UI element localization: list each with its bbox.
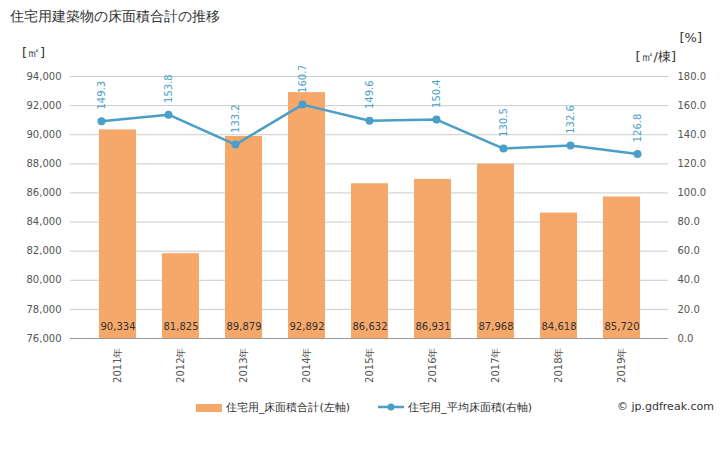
- svg-text:92,892: 92,892: [290, 321, 325, 332]
- svg-text:89,879: 89,879: [227, 321, 262, 332]
- svg-text:2012年: 2012年: [175, 348, 186, 383]
- svg-text:87,968: 87,968: [479, 321, 514, 332]
- svg-text:120.0: 120.0: [678, 158, 707, 169]
- svg-text:180.0: 180.0: [678, 71, 707, 82]
- svg-text:153.8: 153.8: [163, 74, 174, 103]
- html-text:住宅用_平均床面積(右軸): 住宅用_平均床面積(右軸): [408, 401, 533, 414]
- svg-text:85,720: 85,720: [605, 321, 640, 332]
- svg-text:90,000: 90,000: [27, 129, 62, 140]
- svg-text:88,000: 88,000: [27, 158, 62, 169]
- svg-text:149.6: 149.6: [364, 80, 375, 109]
- svg-text:60.0: 60.0: [678, 245, 700, 256]
- svg-text:130.5: 130.5: [498, 108, 509, 137]
- svg-text:78,000: 78,000: [27, 304, 62, 315]
- svg-text:126.8: 126.8: [632, 114, 643, 143]
- svg-text:40.0: 40.0: [678, 274, 700, 285]
- svg-text:132.6: 132.6: [565, 105, 576, 134]
- svg-text:86,931: 86,931: [416, 321, 451, 332]
- svg-text:2011年: 2011年: [112, 348, 123, 383]
- svg-text:84,618: 84,618: [542, 321, 577, 332]
- svg-text:92,000: 92,000: [27, 100, 62, 111]
- svg-text:86,632: 86,632: [353, 321, 388, 332]
- svg-text:2013年: 2013年: [238, 348, 249, 383]
- html-text:[㎡/棟]: [㎡/棟]: [635, 49, 676, 64]
- svg-text:84,000: 84,000: [27, 216, 62, 227]
- svg-text:140.0: 140.0: [678, 129, 707, 140]
- svg-text:133.2: 133.2: [230, 104, 241, 133]
- svg-text:2019年: 2019年: [616, 348, 627, 383]
- svg-text:100.0: 100.0: [678, 187, 707, 198]
- svg-text:149.3: 149.3: [96, 81, 107, 110]
- svg-text:2017年: 2017年: [490, 348, 501, 383]
- svg-text:94,000: 94,000: [27, 71, 62, 82]
- svg-text:2014年: 2014年: [301, 348, 312, 383]
- svg-text:2016年: 2016年: [427, 348, 438, 383]
- svg-text:160.0: 160.0: [678, 100, 707, 111]
- svg-text:76,000: 76,000: [27, 333, 62, 344]
- html-text:住宅用建築物の床面積合計の推移: 住宅用建築物の床面積合計の推移: [10, 8, 220, 24]
- svg-text:80.0: 80.0: [678, 216, 700, 227]
- svg-text:81,825: 81,825: [164, 321, 199, 332]
- html-text:© jp.gdfreak.com: © jp.gdfreak.com: [617, 400, 714, 413]
- svg-text:150.4: 150.4: [431, 79, 442, 108]
- html-text:住宅用_床面積合計(左軸): 住宅用_床面積合計(左軸): [225, 401, 350, 414]
- svg-text:160.7: 160.7: [297, 66, 308, 93]
- svg-text:80,000: 80,000: [27, 274, 62, 285]
- svg-text:82,000: 82,000: [27, 245, 62, 256]
- svg-text:90,334: 90,334: [101, 321, 136, 332]
- svg-text:0.0: 0.0: [678, 333, 694, 344]
- svg-text:2015年: 2015年: [364, 348, 375, 383]
- svg-text:86,000: 86,000: [27, 187, 62, 198]
- svg-text:20.0: 20.0: [678, 304, 700, 315]
- svg-text:2018年: 2018年: [553, 348, 564, 383]
